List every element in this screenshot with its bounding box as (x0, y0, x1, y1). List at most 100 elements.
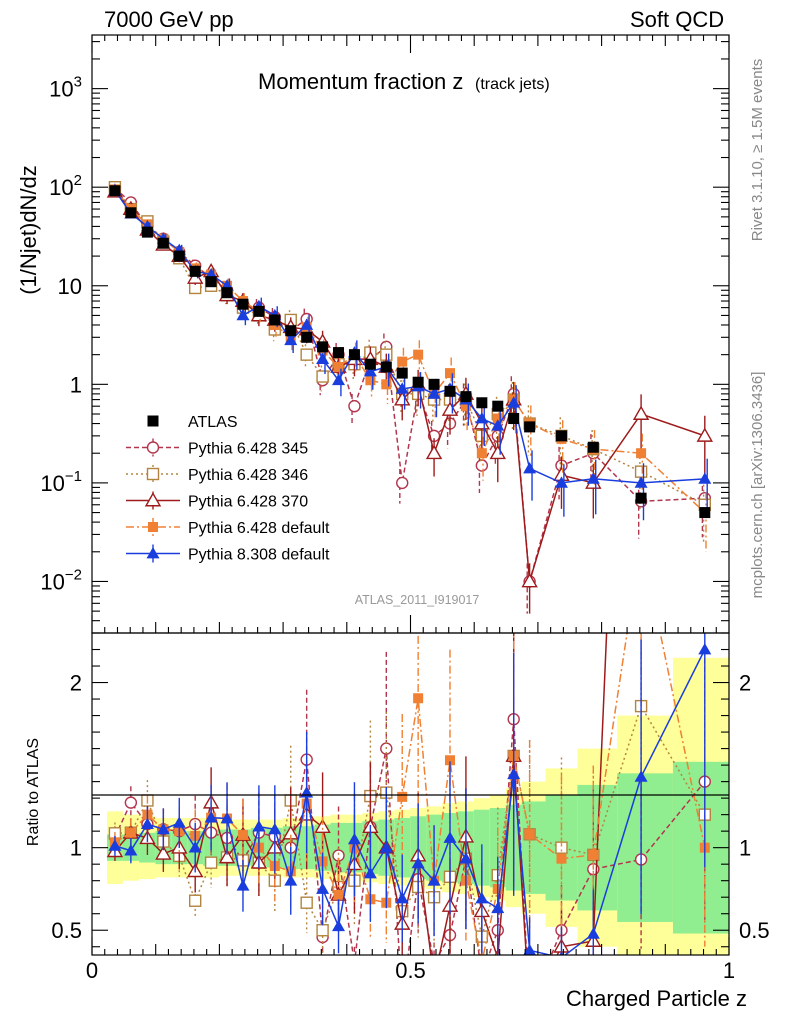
point-atlas (635, 492, 647, 504)
point-pythia-8-308-default (300, 318, 314, 330)
legend-label: Pythia 8.308 default (188, 547, 330, 564)
point-atlas (380, 361, 392, 373)
ratio-point-pythia-6-428-345 (349, 958, 360, 969)
legend-marker (146, 547, 160, 559)
y-tick-label: 10−2 (40, 566, 82, 594)
point-atlas (476, 397, 488, 409)
ratio-point-pythia-8-308-default (332, 919, 346, 932)
ratio-point-pythia-6-428-345 (124, 796, 138, 809)
legend-label: Pythia 6.428 346 (188, 467, 308, 484)
chart-title: Momentum fraction z (258, 69, 463, 94)
y-tick-base: 10 (40, 569, 64, 594)
energy-label: 7000 GeV pp (104, 7, 234, 32)
legend-label: Pythia 6.428 default (188, 520, 330, 537)
point-pythia-6-428-default (381, 379, 392, 390)
legend-marker (147, 415, 159, 427)
point-atlas (157, 237, 169, 249)
point-atlas (125, 207, 137, 219)
y-tick-label: 102 (49, 172, 82, 200)
point-pythia-6-428-370 (632, 405, 650, 420)
point-pythia-6-428-345 (396, 476, 409, 490)
y-axis-label: (1/Njet)dN/dz (16, 165, 41, 295)
ratio-tick-label-left: 0.5 (51, 918, 82, 943)
ratio-series-group (106, 15, 712, 1014)
ratio-point-pythia-8-308-default (140, 817, 154, 829)
y-tick-base: 10 (58, 274, 82, 299)
y-tick-base: 10 (49, 77, 73, 102)
ratio-point-pythia-8-308-default (395, 891, 409, 904)
point-pythia-6-428-370 (521, 573, 538, 588)
ratio-point-pythia-6-428-default (477, 957, 487, 967)
legend: ATLAS Pythia 6.428 345 Pythia 6.428 346 Pyt… (126, 414, 330, 564)
ratio-point-pythia-6-428-default (413, 693, 424, 704)
point-atlas (317, 341, 329, 353)
y-tick-base: 1 (70, 372, 82, 397)
ratio-tick-label-left: 1 (70, 836, 82, 861)
point-atlas (699, 507, 711, 519)
ratio-point-pythia-6-428-345 (429, 958, 440, 969)
ratio-point-pythia-8-308-default (252, 820, 266, 832)
point-pythia-8-308-default (698, 472, 712, 484)
y-tick-exponent: 2 (74, 172, 82, 189)
ratio-point-pythia-6-428-default (556, 853, 567, 864)
ratio-point-pythia-8-308-default (379, 841, 393, 853)
point-atlas (221, 287, 233, 299)
analysis-id: ATLAS_2011_I919017 (355, 593, 480, 607)
point-pythia-8-308-default (284, 333, 298, 346)
ratio-point-pythia-8-308-default (124, 844, 138, 856)
y-tick-label: 103 (49, 74, 82, 102)
ratio-point-pythia-8-308-default (559, 951, 564, 955)
point-atlas (555, 430, 567, 442)
ratio-point-pythia-6-428-default (588, 849, 599, 860)
y-tick-label: 1 (70, 372, 82, 397)
point-pythia-6-428-default (476, 448, 487, 459)
point-atlas (444, 385, 456, 397)
point-atlas (141, 226, 153, 238)
ratio-point-pythia-6-428-370 (218, 848, 236, 864)
ratio-point-pythia-8-308-default (156, 822, 170, 835)
ratio-tick-label-right: 0.5 (739, 918, 770, 943)
point-atlas (364, 358, 376, 370)
point-pythia-6-428-370 (696, 427, 714, 442)
point-pythia-6-428-370 (394, 391, 411, 406)
ratio-point-pythia-6-428-default (636, 536, 646, 546)
top-panel-frame (91, 34, 730, 634)
point-pythia-6-428-346 (300, 348, 313, 361)
point-pythia-8-308-default (363, 364, 377, 377)
point-pythia-8-308-default (634, 476, 648, 488)
ratio-point-pythia-6-428-345 (397, 995, 408, 1006)
x-axis-label: Charged Particle z (566, 986, 747, 1011)
ratio-point-pythia-8-308-default (507, 767, 521, 780)
point-atlas (348, 349, 360, 361)
chart-title-subscript: (track jets) (475, 76, 550, 93)
ratio-point-pythia-6-428-default (444, 755, 455, 766)
ratio-point-pythia-8-308-default (363, 866, 377, 879)
point-pythia-6-428-default (444, 368, 455, 379)
ratio-band-inner (521, 801, 546, 894)
top-series-group (106, 180, 714, 614)
rivet-version: Rivet 3.1.10, ≥ 1.5M events (749, 59, 766, 242)
point-atlas (269, 314, 281, 326)
point-atlas (396, 367, 408, 379)
ratio-point-pythia-6-428-346 (316, 924, 329, 937)
point-atlas (524, 421, 536, 433)
ratio-band-inner (617, 773, 673, 922)
x-tick-label: 0 (86, 958, 98, 983)
point-pythia-8-308-default (332, 373, 346, 386)
ratio-point-pythia-6-428-370 (523, 1001, 537, 1013)
ratio-point-pythia-6-428-370 (427, 973, 441, 985)
point-atlas (412, 376, 424, 388)
point-pythia-8-308-default (523, 461, 537, 474)
ratio-point-pythia-6-428-346 (204, 856, 218, 869)
ratio-point-pythia-6-428-370 (698, 15, 712, 27)
ratio-point-pythia-8-308-default (443, 831, 457, 843)
ratio-point-pythia-6-428-345 (524, 1003, 535, 1014)
ratio-point-pythia-8-308-default (188, 841, 202, 853)
y-tick-label: 10 (58, 274, 82, 299)
point-pythia-6-428-default (365, 375, 376, 386)
point-atlas (253, 305, 265, 317)
ratio-point-pythia-8-308-default (284, 874, 298, 886)
point-pythia-8-308-default (491, 419, 505, 431)
x-tick-label: 0.5 (395, 958, 426, 983)
